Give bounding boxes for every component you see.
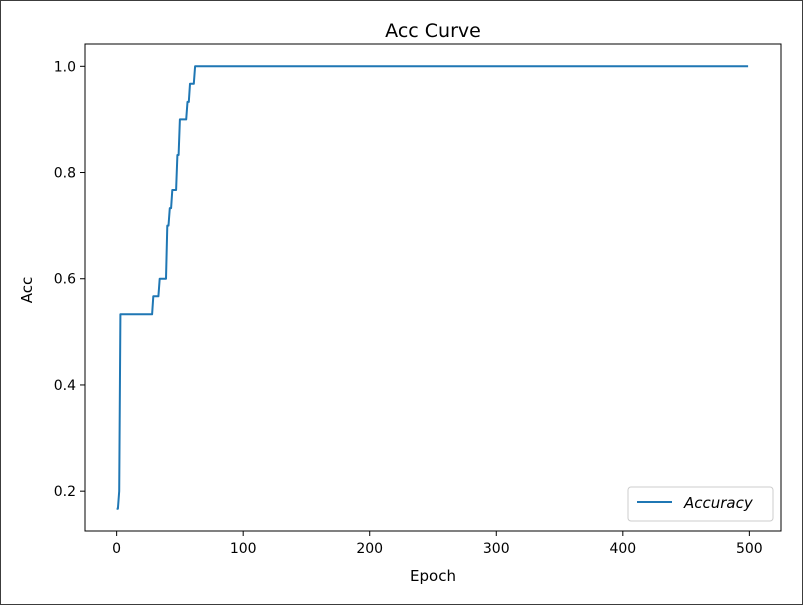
chart-title: Acc Curve [385, 20, 481, 42]
x-tick-label: 200 [356, 541, 383, 557]
y-axis-ticks: 0.2 0.4 0.6 0.8 1.0 [54, 59, 85, 500]
x-tick-label: 500 [736, 541, 763, 557]
series-line-accuracy [116, 65, 749, 510]
x-axis-label: Epoch [410, 567, 456, 585]
plot-area [84, 43, 782, 532]
legend: Accuracy [627, 486, 774, 522]
x-tick-label: 100 [230, 541, 257, 557]
x-tick-label: 0 [112, 541, 121, 557]
y-tick-label: 0.6 [54, 272, 76, 288]
legend-box [627, 486, 774, 522]
y-tick-label: 0.8 [54, 166, 76, 182]
y-tick-label: 1.0 [54, 59, 76, 75]
y-axis-label: Acc [18, 277, 36, 304]
legend-label-accuracy: Accuracy [683, 494, 754, 512]
series-layer [116, 65, 749, 510]
x-tick-label: 300 [483, 541, 510, 557]
x-tick-label: 400 [609, 541, 636, 557]
y-tick-label: 0.4 [54, 378, 76, 394]
y-tick-label: 0.2 [54, 484, 76, 500]
x-axis-ticks: 0 100 200 300 400 500 [112, 531, 763, 557]
